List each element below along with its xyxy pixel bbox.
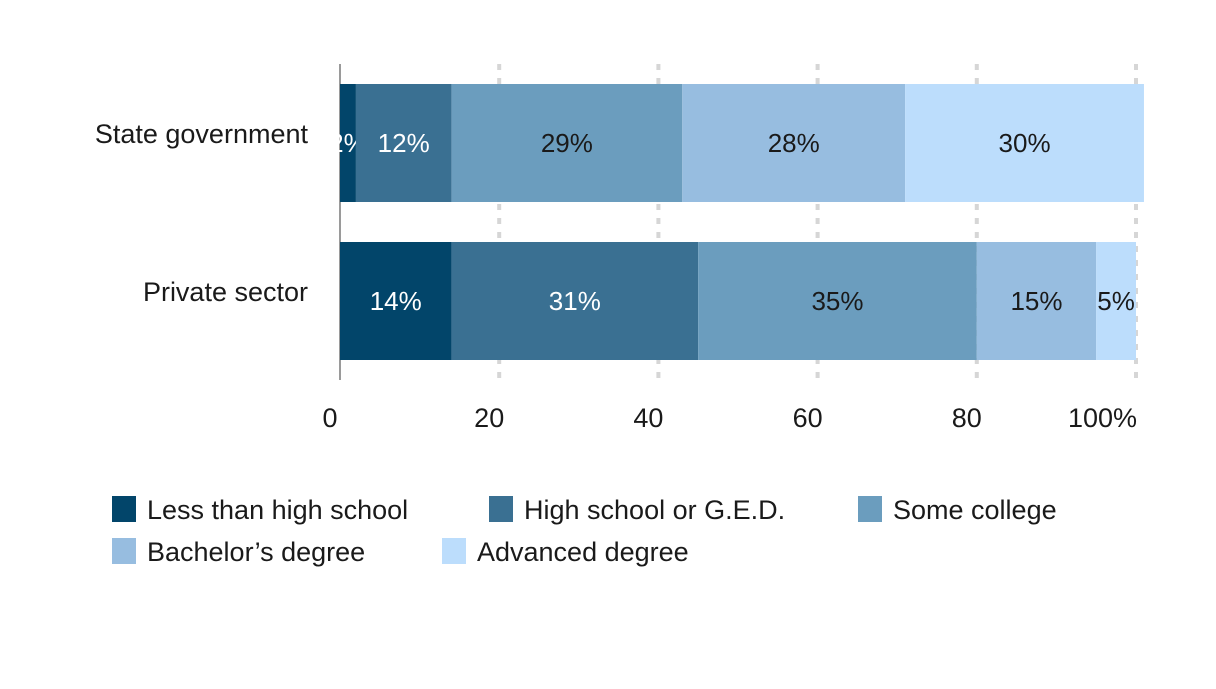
bar-segment <box>682 84 906 202</box>
bar-segment <box>340 84 356 202</box>
bar-segment <box>355 84 452 202</box>
bar-segment <box>976 242 1097 360</box>
bar-value-label: 14% <box>370 286 422 316</box>
bar-segment <box>1096 242 1136 360</box>
legend-label: Advanced degree <box>477 537 689 567</box>
bar-segment <box>905 84 1144 202</box>
legend-label: Some college <box>893 495 1057 525</box>
bar-value-label: 5% <box>1097 286 1135 316</box>
legend-swatch <box>112 496 136 522</box>
legend-swatch <box>489 496 513 522</box>
legend: Less than high school High school or G.E.… <box>112 495 1057 567</box>
x-axis-ticks: 0 20 40 60 80 100% <box>322 403 1137 433</box>
legend-label: Less than high school <box>147 495 408 525</box>
legend-label: Bachelor’s degree <box>147 537 365 567</box>
category-label: State government <box>95 119 309 149</box>
x-tick-label: 100% <box>1068 403 1137 433</box>
x-tick-label: 60 <box>793 403 823 433</box>
bar-value-label: 35% <box>811 286 863 316</box>
x-tick-label: 80 <box>952 403 982 433</box>
bar-segment <box>451 84 683 202</box>
x-tick-label: 0 <box>322 403 337 433</box>
bar-value-label: 15% <box>1010 286 1062 316</box>
bar-segment <box>698 242 977 360</box>
bars: 2% 12% 29% 28% 30%14% 31% 35% 15% 5% <box>329 84 1144 360</box>
legend-swatch <box>858 496 882 522</box>
category-labels: State government Private sector <box>95 119 309 307</box>
bar-value-label: 12% <box>378 128 430 158</box>
legend-label: High school or G.E.D. <box>524 495 785 525</box>
bar-segment <box>451 242 699 360</box>
bar-value-label: 30% <box>999 128 1051 158</box>
x-tick-label: 20 <box>474 403 504 433</box>
category-label: Private sector <box>143 277 308 307</box>
x-tick-label: 40 <box>633 403 663 433</box>
bar-value-label: 31% <box>549 286 601 316</box>
bar-value-label: 29% <box>541 128 593 158</box>
bar-segment <box>340 242 452 360</box>
bar-value-label: 28% <box>768 128 820 158</box>
legend-swatch <box>442 538 466 564</box>
legend-swatch <box>112 538 136 564</box>
